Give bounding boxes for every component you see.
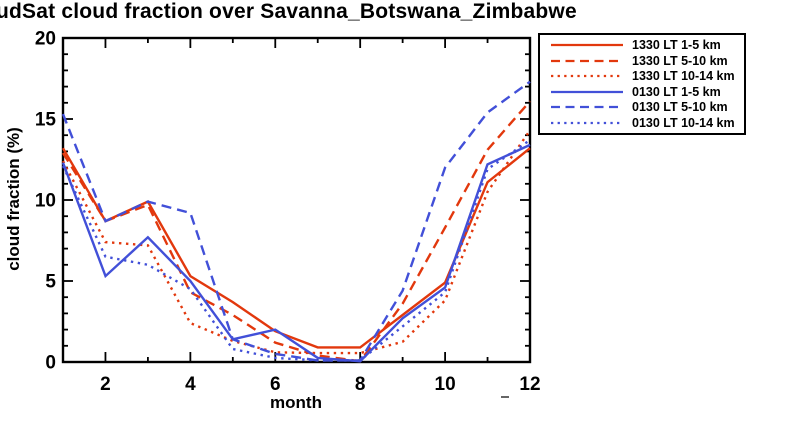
stray-mark-artifact xyxy=(501,396,509,398)
series-line-0130-lt-10-14-km xyxy=(61,139,531,362)
legend-item: 0130 LT 10-14 km xyxy=(550,116,744,130)
y-tick-label: 20 xyxy=(35,29,56,50)
tick-labels: 2 4 6 8 10 12 0 5 10 15 20 xyxy=(35,29,541,396)
series-line-1330-lt-5-10-km xyxy=(61,100,531,363)
legend-line-sample xyxy=(551,105,623,109)
legend-item: 1330 LT 1-5 km xyxy=(550,38,744,52)
series-line-0130-lt-5-10-km xyxy=(61,80,531,362)
x-tick-label: 2 xyxy=(100,374,111,395)
legend-line-sample xyxy=(551,75,623,78)
series-lines xyxy=(61,80,531,363)
y-tick-label: 15 xyxy=(35,110,57,131)
legend-label: 0130 LT 5-10 km xyxy=(632,100,728,115)
legend-label: 1330 LT 1-5 km xyxy=(632,38,721,53)
x-tick-label: 12 xyxy=(519,374,540,395)
legend-label: 1330 LT 5-10 km xyxy=(632,53,728,68)
legend-line-sample xyxy=(551,90,623,93)
legend-box: 1330 LT 1-5 km 1330 LT 5-10 km 1330 LT 10-… xyxy=(538,33,746,135)
legend-label: 0130 LT 1-5 km xyxy=(632,84,721,99)
x-tick-label: 4 xyxy=(185,374,196,395)
legend-item: 0130 LT 1-5 km xyxy=(550,85,744,99)
legend-item: 1330 LT 10-14 km xyxy=(550,69,744,83)
legend-line-sample xyxy=(551,121,623,124)
legend-item: 1330 LT 5-10 km xyxy=(550,54,744,68)
legend-item: 0130 LT 5-10 km xyxy=(550,100,744,114)
y-tick-label: 0 xyxy=(45,353,56,374)
x-axis-label: month xyxy=(270,393,322,412)
y-tick-label: 5 xyxy=(45,272,56,293)
x-tick-label: 8 xyxy=(355,374,366,395)
legend-label: 1330 LT 10-14 km xyxy=(632,69,735,84)
series-line-0130-lt-1-5-km xyxy=(61,143,531,363)
x-tick-label: 6 xyxy=(270,374,281,395)
legend-label: 0130 LT 10-14 km xyxy=(632,115,735,130)
x-tick-label: 10 xyxy=(435,374,456,395)
legend-line-sample xyxy=(551,59,623,62)
chart-title: udSat cloud fraction over Savanna_Botswa… xyxy=(0,0,577,23)
legend-line-sample xyxy=(551,44,623,47)
y-tick-label: 10 xyxy=(35,191,56,212)
